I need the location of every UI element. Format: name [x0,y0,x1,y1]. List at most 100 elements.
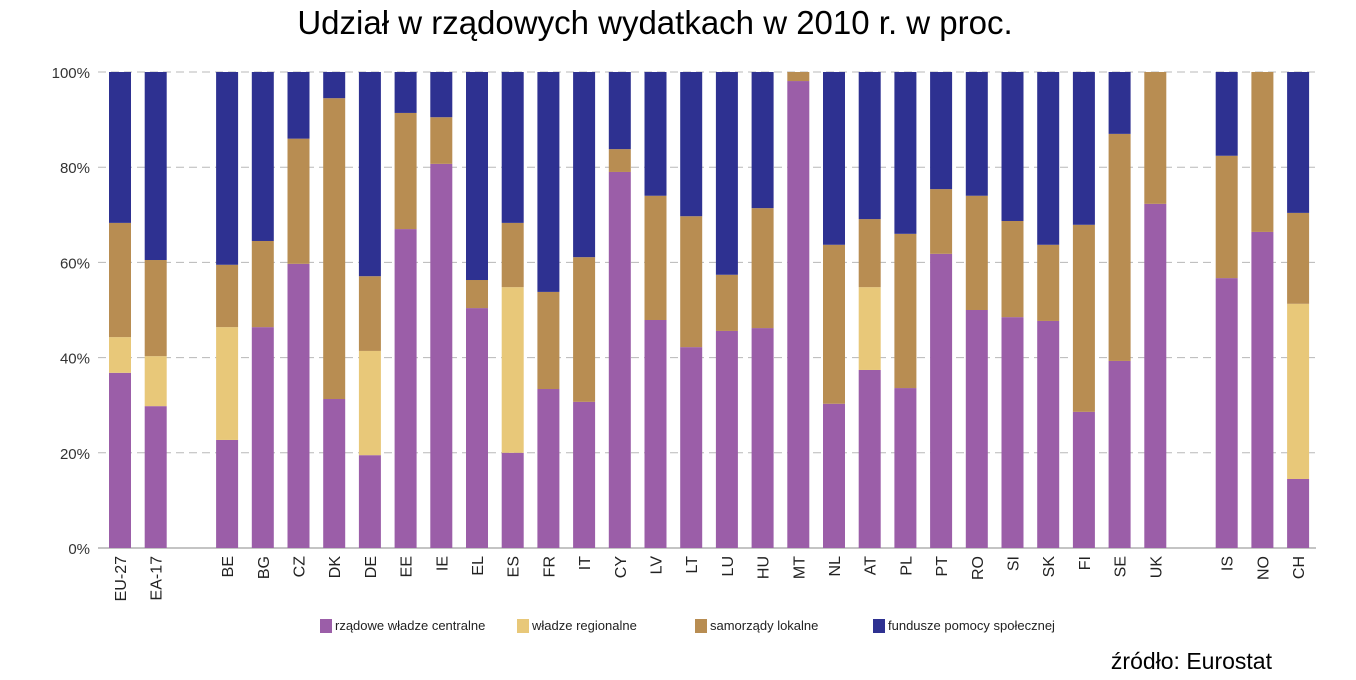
bar-segment-CZ-3 [287,72,310,139]
y-tick-label: 0% [68,541,90,558]
bar-segment-FR-2 [537,291,560,390]
legend-swatch [517,618,529,633]
x-tick-label: SK [1041,556,1058,578]
x-tick-label: DK [327,556,344,579]
x-tick-label: EE [399,556,416,577]
x-tick-label: IT [577,556,594,570]
x-tick-label: UK [1148,556,1165,579]
bar-segment-AT-2 [858,219,881,288]
bar-segment-RO-3 [965,72,988,196]
legend-item: rządowe władze centralne [320,618,485,633]
x-tick-label: BG [256,556,273,579]
bar-segment-EU-27-2 [109,222,131,338]
bar-segment-PL-0 [894,388,917,548]
stacked-bar-chart: 0% 20% 40% 60% 80% 100% EU-27 EA-17 BE BG CZ DK DE EE… [52,65,1316,601]
bar-segment-RO-2 [965,195,988,310]
bar-segment-EA-17-1 [144,356,167,407]
bar-segment-SE-2 [1108,133,1131,361]
x-tick-label: EU-27 [113,556,130,601]
bar-segment-BG-3 [251,72,274,241]
bar-segment-LU-0 [715,330,738,548]
x-tick-label: PL [898,556,915,576]
bar-segment-FR-3 [537,72,560,292]
x-tick-label: IE [434,556,451,571]
bar-segment-EE-0 [394,229,417,548]
source-note: źródło: Eurostat [1110,648,1272,674]
legend-label: rządowe władze centralne [335,618,486,633]
bar-segment-HU-0 [751,328,774,548]
bar-segment-NL-2 [823,244,845,404]
bar-segment-IS-2 [1215,155,1238,279]
x-tick-label: BE [220,556,237,577]
bar-segment-EE-3 [394,72,417,113]
x-tick-label: FR [541,556,558,577]
bar-segment-PT-0 [930,253,953,548]
legend-label: fundusze pomocy społecznej [888,618,1055,633]
bar-segment-EA-17-3 [144,72,167,261]
bar-segment-LU-2 [715,274,738,331]
legend-swatch [873,618,885,633]
bar-segment-CY-2 [608,149,631,172]
bar-segment-CZ-0 [287,263,310,548]
bar-segment-HU-3 [751,72,774,209]
bar-segment-DK-0 [323,399,346,548]
bar-segment-EU-27-3 [109,72,131,223]
bar-segment-SI-2 [1001,220,1024,318]
bar-segment-FI-3 [1072,72,1095,225]
x-tick-label: NO [1255,556,1272,580]
bar-segment-LV-0 [644,319,667,548]
chart-title: Udział w rządowych wydatkach w 2010 r. w… [297,4,1013,41]
bar-segment-DK-3 [323,72,346,99]
bar-segment-NO-0 [1251,231,1274,548]
bar-segment-EU-27-0 [109,372,131,548]
bar-segment-UK-2 [1144,72,1167,204]
bar-segment-FI-2 [1072,224,1095,412]
legend-item: fundusze pomocy społecznej [873,618,1055,633]
bar-segment-SE-3 [1108,72,1131,134]
y-tick-label: 40% [60,351,90,368]
bar-segment-ES-2 [501,222,524,288]
x-tick-label: LV [649,556,666,575]
bar-segment-NL-3 [823,72,845,245]
legend-swatch [695,618,707,633]
bar-segment-EE-2 [394,112,417,230]
x-tick-label: SE [1113,556,1130,577]
bar-segment-CH-3 [1287,72,1310,213]
bar-segment-FR-0 [537,389,560,548]
x-tick-label: IS [1220,556,1237,571]
bar-segment-EA-17-0 [144,406,167,548]
bar-segment-HU-2 [751,208,774,329]
bar-segment-IS-0 [1215,278,1238,548]
bar-segment-PT-2 [930,189,953,254]
x-tick-label: FI [1077,556,1094,570]
bar-segment-DE-0 [358,455,381,548]
bar-segment-IE-3 [430,72,453,118]
bar-segment-DK-2 [323,98,346,400]
bar-segment-BE-3 [216,72,239,265]
bar-segment-IE-0 [430,163,453,549]
legend-label: samorządy lokalne [710,618,819,633]
bar-segment-PT-3 [930,72,953,190]
x-tick-label: NL [827,556,844,577]
bar-segment-EA-17-2 [144,260,167,357]
bar-segment-IS-3 [1215,72,1238,156]
x-tick-label: PT [934,556,951,577]
bar-segment-CH-2 [1287,212,1310,304]
bar-segment-BE-0 [216,439,239,548]
bar-segment-SI-3 [1001,72,1024,221]
bar-segment-BG-0 [251,327,274,548]
bar-segment-EU-27-1 [109,337,131,373]
bar-segment-CH-1 [1287,303,1310,479]
bar-segment-PL-2 [894,233,917,389]
bar-segment-LT-3 [680,72,703,217]
x-tick-label: AT [863,556,880,575]
bar-segment-MT-2 [787,72,810,82]
bar-segment-RO-0 [965,310,988,548]
bar-segment-EL-0 [466,308,488,548]
bar-segment-LV-3 [644,72,667,196]
bar-segment-ES-0 [501,452,524,548]
x-tick-label: CZ [292,556,309,578]
x-tick-label: CY [613,556,630,579]
y-tick-label: 100% [52,65,90,82]
legend-swatch [320,618,332,633]
